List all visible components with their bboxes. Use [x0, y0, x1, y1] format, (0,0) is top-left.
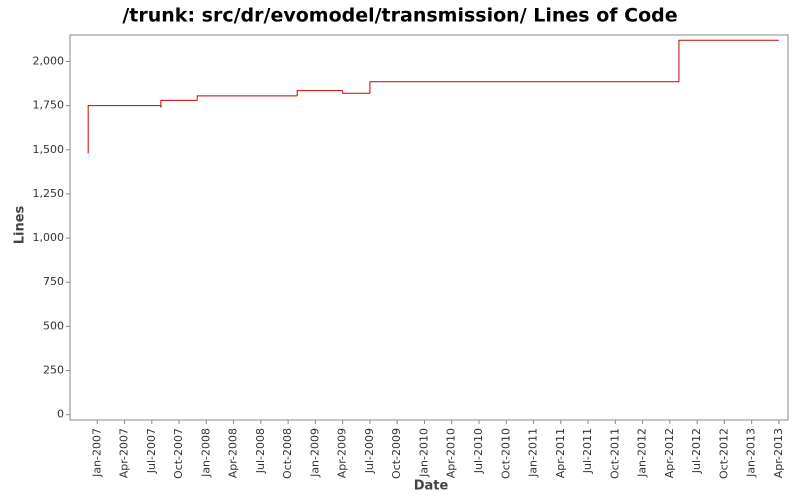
x-tick-label: Jul-2008: [254, 428, 267, 474]
x-tick-label: Jul-2007: [145, 428, 158, 474]
x-tick-label: Oct-2010: [499, 428, 512, 479]
y-tick-label: 1,500: [33, 143, 65, 156]
y-tick-label: 500: [43, 319, 64, 332]
line-step: [160, 99, 198, 108]
line-step: [87, 105, 161, 154]
x-tick-label: Jan-2010: [417, 428, 430, 478]
x-tick-label: Apr-2012: [663, 428, 676, 478]
y-tick-label: 750: [43, 275, 64, 288]
x-tick-label: Jul-2010: [472, 428, 485, 474]
x-tick-label: Jan-2009: [308, 428, 321, 478]
x-tick-label: Apr-2008: [227, 428, 240, 478]
line-step: [196, 95, 298, 101]
x-tick-label: Jul-2012: [690, 428, 703, 474]
x-tick-label: Apr-2013: [772, 428, 785, 478]
line-step: [296, 90, 343, 96]
y-tick-label: 1,250: [33, 187, 65, 200]
chart-title: /trunk: src/dr/evomodel/transmission/ Li…: [122, 5, 677, 27]
x-tick-label: Apr-2007: [118, 428, 131, 478]
x-tick-label: Jan-2011: [527, 428, 540, 478]
x-tick-label: Jul-2011: [581, 428, 594, 474]
x-tick-label: Apr-2009: [336, 428, 349, 478]
x-tick-label: Oct-2007: [172, 428, 185, 479]
y-tick-label: 250: [43, 364, 64, 377]
y-tick-label: 1,750: [33, 99, 65, 112]
x-axis-title: Date: [414, 479, 449, 494]
x-tick-label: Apr-2011: [554, 428, 567, 478]
line-step: [342, 90, 370, 94]
x-tick-label: Oct-2008: [281, 428, 294, 479]
x-tick-label: Jan-2007: [90, 428, 103, 478]
y-tick-label: 0: [57, 408, 64, 421]
x-tick-label: Jul-2009: [363, 428, 376, 474]
x-tick-label: Oct-2012: [717, 428, 730, 479]
x-tick-label: Apr-2010: [445, 428, 458, 478]
line-step: [678, 39, 779, 82]
y-axis-title: Lines: [13, 205, 28, 244]
plot-area: [69, 34, 789, 421]
x-tick-label: Jan-2008: [199, 428, 212, 478]
y-tick-label: 2,000: [33, 54, 65, 67]
x-tick-label: Jan-2012: [636, 428, 649, 478]
x-tick-label: Oct-2011: [608, 428, 621, 479]
x-tick-label: Jan-2013: [745, 428, 758, 478]
y-tick-label: 1,000: [33, 231, 65, 244]
line-step: [369, 81, 679, 94]
x-tick-label: Oct-2009: [390, 428, 403, 479]
